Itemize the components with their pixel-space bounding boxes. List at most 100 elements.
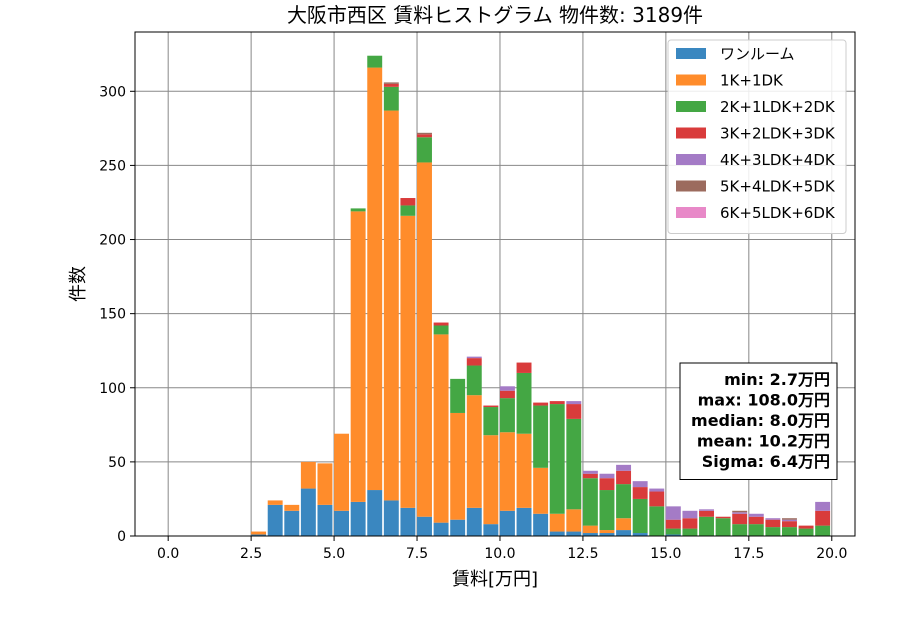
histogram-bar <box>798 525 814 529</box>
histogram-bar <box>665 519 681 529</box>
stats-line: Sigma: 6.4万円 <box>702 452 830 471</box>
histogram-bar <box>251 534 267 536</box>
histogram-bar <box>533 513 549 536</box>
histogram-bar <box>582 478 598 526</box>
histogram-bar <box>748 516 764 525</box>
histogram-bar <box>383 83 399 87</box>
histogram-bar <box>400 507 416 536</box>
histogram-bar <box>516 433 532 508</box>
legend-label: ワンルーム <box>720 45 795 63</box>
histogram-bar <box>499 386 515 391</box>
histogram-bar <box>566 418 582 510</box>
y-tick-label: 250 <box>99 158 126 174</box>
histogram-bar <box>317 463 333 505</box>
histogram-bar <box>417 516 432 536</box>
histogram-bar <box>433 522 449 536</box>
legend-label: 2K+1LDK+2DK <box>720 98 836 116</box>
histogram-bar <box>367 490 383 536</box>
y-axis-label: 件数 <box>68 266 89 302</box>
histogram-bar <box>699 516 714 536</box>
histogram-bar <box>267 500 283 505</box>
histogram-bar <box>732 510 748 513</box>
histogram-bar <box>417 162 432 517</box>
legend-swatch <box>676 48 706 59</box>
legend-swatch <box>676 101 706 112</box>
histogram-bar <box>815 510 831 526</box>
histogram-bar <box>466 395 482 508</box>
histogram-bar <box>483 435 499 525</box>
histogram-bar <box>782 521 797 528</box>
histogram-bar <box>466 356 482 359</box>
x-tick-label: 15.0 <box>650 546 681 562</box>
histogram-bar <box>616 518 632 531</box>
histogram-bar <box>400 198 416 206</box>
histogram-bar <box>732 513 748 525</box>
histogram-bar <box>267 504 283 536</box>
histogram-bar <box>632 487 648 499</box>
histogram-bar <box>599 533 615 536</box>
x-tick-label: 10.0 <box>484 546 515 562</box>
histogram-bar <box>499 432 515 511</box>
histogram-bar <box>748 524 764 536</box>
histogram-bar <box>765 518 781 520</box>
x-tick-label: 0.0 <box>157 546 179 562</box>
histogram-bar <box>549 531 565 536</box>
histogram-bar <box>582 525 598 534</box>
histogram-bar <box>665 506 681 520</box>
legend-label: 5K+4LDK+5DK <box>720 178 836 196</box>
histogram-bar <box>582 533 598 536</box>
x-tick-label: 12.5 <box>567 546 598 562</box>
histogram-bar <box>566 401 582 405</box>
histogram-bar <box>400 205 416 216</box>
histogram-bar <box>599 473 615 479</box>
histogram-bar <box>782 527 797 536</box>
histogram-bar <box>300 461 316 489</box>
histogram-bar <box>499 510 515 536</box>
histogram-bar <box>649 491 665 507</box>
histogram-bar <box>317 504 333 536</box>
histogram-bar <box>300 488 316 536</box>
histogram-bar <box>782 518 797 520</box>
histogram-bar <box>715 518 731 536</box>
histogram-bar <box>616 530 632 536</box>
histogram-bar <box>483 524 499 536</box>
y-tick-label: 100 <box>99 381 126 397</box>
histogram-bar <box>616 470 632 485</box>
histogram-bar <box>765 527 781 536</box>
histogram-bar <box>798 528 814 536</box>
histogram-bar <box>665 534 681 536</box>
legend-label: 4K+3LDK+4DK <box>720 151 836 169</box>
bars <box>251 55 831 536</box>
histogram-bar <box>383 110 399 501</box>
axis-ticks: 0.0 2.5 5.0 7.5 10.0 12.5 15.0 17.5 20.0 0 50 100 15… <box>99 84 847 562</box>
histogram-bar <box>566 531 582 536</box>
histogram-bar <box>450 519 466 536</box>
histogram-bar <box>334 433 350 511</box>
x-tick-label: 17.5 <box>733 546 764 562</box>
legend-swatch <box>676 127 706 139</box>
histogram-bar <box>466 358 482 366</box>
legend-swatch <box>676 154 706 165</box>
histogram-bar <box>400 215 416 508</box>
histogram-bar <box>682 518 698 529</box>
legend-label: 3K+2LDK+3DK <box>720 125 836 143</box>
stats-frame <box>679 362 838 480</box>
histogram-bar <box>450 378 466 413</box>
histogram-bar <box>616 464 632 471</box>
y-tick-label: 300 <box>99 84 126 100</box>
histogram-bar <box>632 533 648 536</box>
histogram-bar <box>251 531 267 535</box>
histogram-bar <box>499 390 515 399</box>
histogram-bar <box>334 510 350 536</box>
histogram-bar <box>284 504 300 511</box>
x-axis-label: 賃料[万円] <box>452 569 538 590</box>
histogram-bar <box>715 516 731 519</box>
legend-swatch <box>676 207 706 218</box>
histogram-bar <box>466 507 482 536</box>
histogram-bar <box>815 501 831 511</box>
histogram-bar <box>533 467 549 514</box>
stats-line: median: 8.0万円 <box>691 411 830 430</box>
histogram-bar <box>566 509 582 532</box>
